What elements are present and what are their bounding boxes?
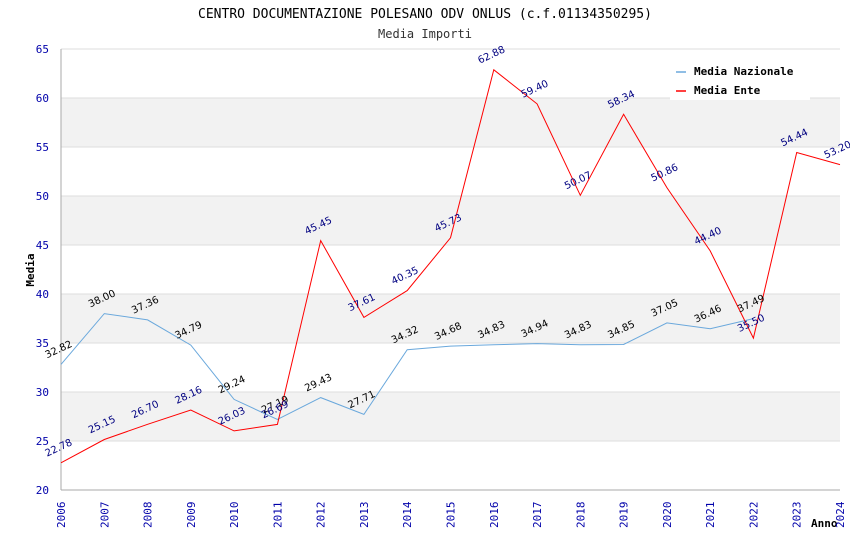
data-label: 62.88 — [476, 44, 507, 66]
y-tick-label: 65 — [36, 43, 49, 56]
legend-box — [670, 60, 810, 100]
x-tick-label: 2021 — [704, 502, 717, 529]
series-lines — [60, 68, 841, 464]
axes — [60, 49, 840, 491]
chart-title: CENTRO DOCUMENTAZIONE POLESANO ODV ONLUS… — [198, 7, 652, 22]
x-tick-label: 2024 — [834, 501, 847, 528]
y-tick-label: 60 — [36, 92, 49, 105]
y-tick-label: 50 — [36, 190, 49, 203]
y-axis-label: Media — [24, 253, 37, 286]
x-tick-label: 2006 — [55, 502, 68, 529]
x-tick-label: 2008 — [142, 502, 155, 529]
x-tick-label: 2022 — [747, 502, 760, 529]
data-label: 29.43 — [303, 372, 334, 394]
grid-band — [61, 294, 840, 343]
grid-band — [61, 392, 840, 441]
series-line-media-ente — [60, 68, 841, 464]
y-tick-label: 25 — [36, 435, 49, 448]
data-label: 59.40 — [520, 79, 551, 101]
y-tick-label: 40 — [36, 288, 49, 301]
x-tick-label: 2012 — [315, 502, 328, 529]
y-tick-label: 35 — [36, 337, 49, 350]
series-line-media-nazionale — [60, 313, 754, 421]
gridlines — [61, 48, 840, 491]
y-tick-labels: 20 25 30 35 40 45 50 55 60 65 — [36, 43, 49, 497]
chart-subtitle: Media Importi — [378, 27, 472, 41]
legend-label-media-nazionale: Media Nazionale — [694, 65, 794, 78]
x-axis-label: Anno — [811, 517, 838, 530]
y-tick-label: 55 — [36, 141, 49, 154]
x-tick-label: 2020 — [661, 502, 674, 529]
x-tick-label: 2014 — [401, 501, 414, 528]
x-tick-label: 2013 — [358, 502, 371, 529]
y-tick-label: 45 — [36, 239, 49, 252]
x-tick-label: 2015 — [445, 502, 458, 529]
y-tick-label: 30 — [36, 386, 49, 399]
x-tick-label: 2017 — [531, 502, 544, 529]
legend-label-media-ente: Media Ente — [694, 84, 761, 97]
legend: Media Nazionale Media Ente — [670, 60, 810, 100]
x-tick-label: 2009 — [185, 502, 198, 529]
data-label: 50.07 — [563, 170, 594, 192]
grid-band — [61, 98, 840, 147]
x-tick-labels: 2006 2007 2008 2009 2010 2011 2012 2013 2014 2015… — [55, 501, 847, 528]
x-tick-label: 2007 — [98, 502, 111, 529]
x-tick-label: 2016 — [488, 502, 501, 529]
y-tick-label: 20 — [36, 484, 49, 497]
data-label: 40.35 — [390, 265, 421, 287]
x-tick-label: 2018 — [574, 502, 587, 529]
x-tick-label: 2010 — [228, 502, 241, 529]
background-bands — [61, 98, 840, 441]
x-tick-label: 2023 — [791, 502, 804, 529]
x-tick-label: 2011 — [271, 502, 284, 529]
x-tick-label: 2019 — [618, 502, 631, 529]
